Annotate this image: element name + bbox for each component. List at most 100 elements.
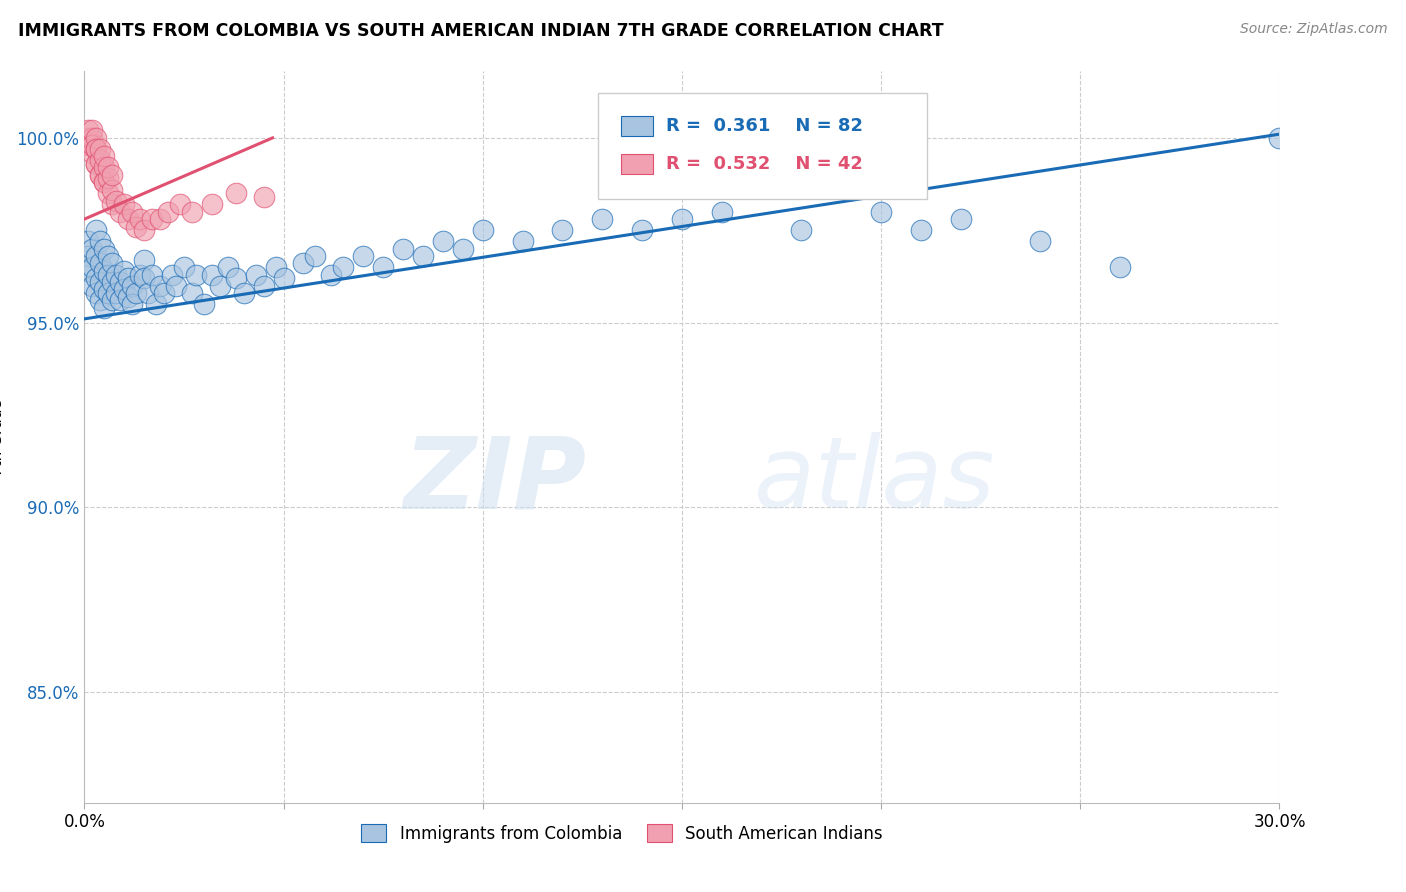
Point <box>86 131 108 145</box>
Point <box>101 293 124 308</box>
Point <box>101 275 124 289</box>
Point <box>86 142 108 156</box>
Point <box>201 268 224 282</box>
Point <box>451 242 474 256</box>
Point <box>86 157 108 171</box>
Point <box>89 275 111 289</box>
Point <box>373 260 395 274</box>
Point <box>77 138 100 153</box>
Point <box>551 223 574 237</box>
Text: ZIP: ZIP <box>404 433 586 530</box>
Point <box>86 271 108 285</box>
Point <box>132 223 156 237</box>
Point <box>112 264 135 278</box>
Point <box>97 249 120 263</box>
Point <box>89 168 111 182</box>
Point <box>132 271 156 285</box>
Point <box>93 264 115 278</box>
Point <box>121 297 143 311</box>
Text: R =  0.361    N = 82: R = 0.361 N = 82 <box>666 117 863 136</box>
Point <box>89 293 111 308</box>
Point <box>1268 131 1291 145</box>
Point <box>910 223 932 237</box>
Point <box>631 223 654 237</box>
Point <box>304 249 326 263</box>
Point <box>97 268 120 282</box>
Point <box>1109 260 1132 274</box>
Point <box>86 223 108 237</box>
Point <box>141 212 163 227</box>
Point <box>93 149 115 163</box>
Point <box>89 153 111 167</box>
Point <box>89 235 111 249</box>
Point <box>949 212 972 227</box>
Point <box>149 212 172 227</box>
Point <box>352 249 374 263</box>
Point <box>169 197 191 211</box>
Point <box>77 123 100 137</box>
Text: R =  0.532    N = 42: R = 0.532 N = 42 <box>666 155 863 173</box>
Point <box>89 256 111 270</box>
Point <box>77 249 100 263</box>
Point <box>264 260 287 274</box>
Point <box>82 278 104 293</box>
Point <box>232 285 254 300</box>
Point <box>217 260 239 274</box>
Point <box>412 249 434 263</box>
Point <box>125 285 148 300</box>
Point <box>245 268 267 282</box>
Point <box>253 278 276 293</box>
Point <box>321 268 343 282</box>
Point <box>82 145 104 160</box>
Point <box>93 161 115 175</box>
Point <box>77 131 100 145</box>
Point <box>101 183 124 197</box>
Point <box>82 123 104 137</box>
Point <box>82 131 104 145</box>
Point <box>112 197 135 211</box>
Point <box>160 268 183 282</box>
Point <box>671 212 693 227</box>
Point <box>93 175 115 189</box>
Point <box>1029 235 1052 249</box>
Point <box>82 138 104 153</box>
Point <box>129 212 152 227</box>
Point <box>208 278 231 293</box>
Point <box>117 212 139 227</box>
Point <box>145 297 167 311</box>
Point <box>157 204 180 219</box>
Point <box>77 235 100 249</box>
Point <box>153 285 176 300</box>
Point <box>173 260 195 274</box>
Point <box>97 161 120 175</box>
Point <box>110 293 132 308</box>
Point <box>86 142 108 156</box>
Point <box>181 204 204 219</box>
Point <box>117 271 139 285</box>
Point <box>132 252 156 267</box>
Point <box>710 204 733 219</box>
Point <box>149 278 172 293</box>
Point <box>432 235 454 249</box>
Y-axis label: 7th Grade: 7th Grade <box>0 399 6 475</box>
Point <box>110 275 132 289</box>
Point <box>110 204 132 219</box>
Point <box>184 268 207 282</box>
Text: atlas: atlas <box>754 433 995 530</box>
Text: Source: ZipAtlas.com: Source: ZipAtlas.com <box>1240 22 1388 37</box>
Point <box>105 268 128 282</box>
FancyBboxPatch shape <box>621 116 654 136</box>
Point <box>512 235 534 249</box>
Text: IMMIGRANTS FROM COLOMBIA VS SOUTH AMERICAN INDIAN 7TH GRADE CORRELATION CHART: IMMIGRANTS FROM COLOMBIA VS SOUTH AMERIC… <box>18 22 943 40</box>
Point <box>225 186 247 201</box>
Point <box>97 171 120 186</box>
Point <box>790 223 813 237</box>
Point <box>121 204 143 219</box>
Point <box>101 168 124 182</box>
Point <box>93 282 115 296</box>
Point <box>82 242 104 256</box>
Legend: Immigrants from Colombia, South American Indians: Immigrants from Colombia, South American… <box>354 818 890 849</box>
Point <box>101 197 124 211</box>
Point <box>129 268 152 282</box>
Point <box>89 168 111 182</box>
